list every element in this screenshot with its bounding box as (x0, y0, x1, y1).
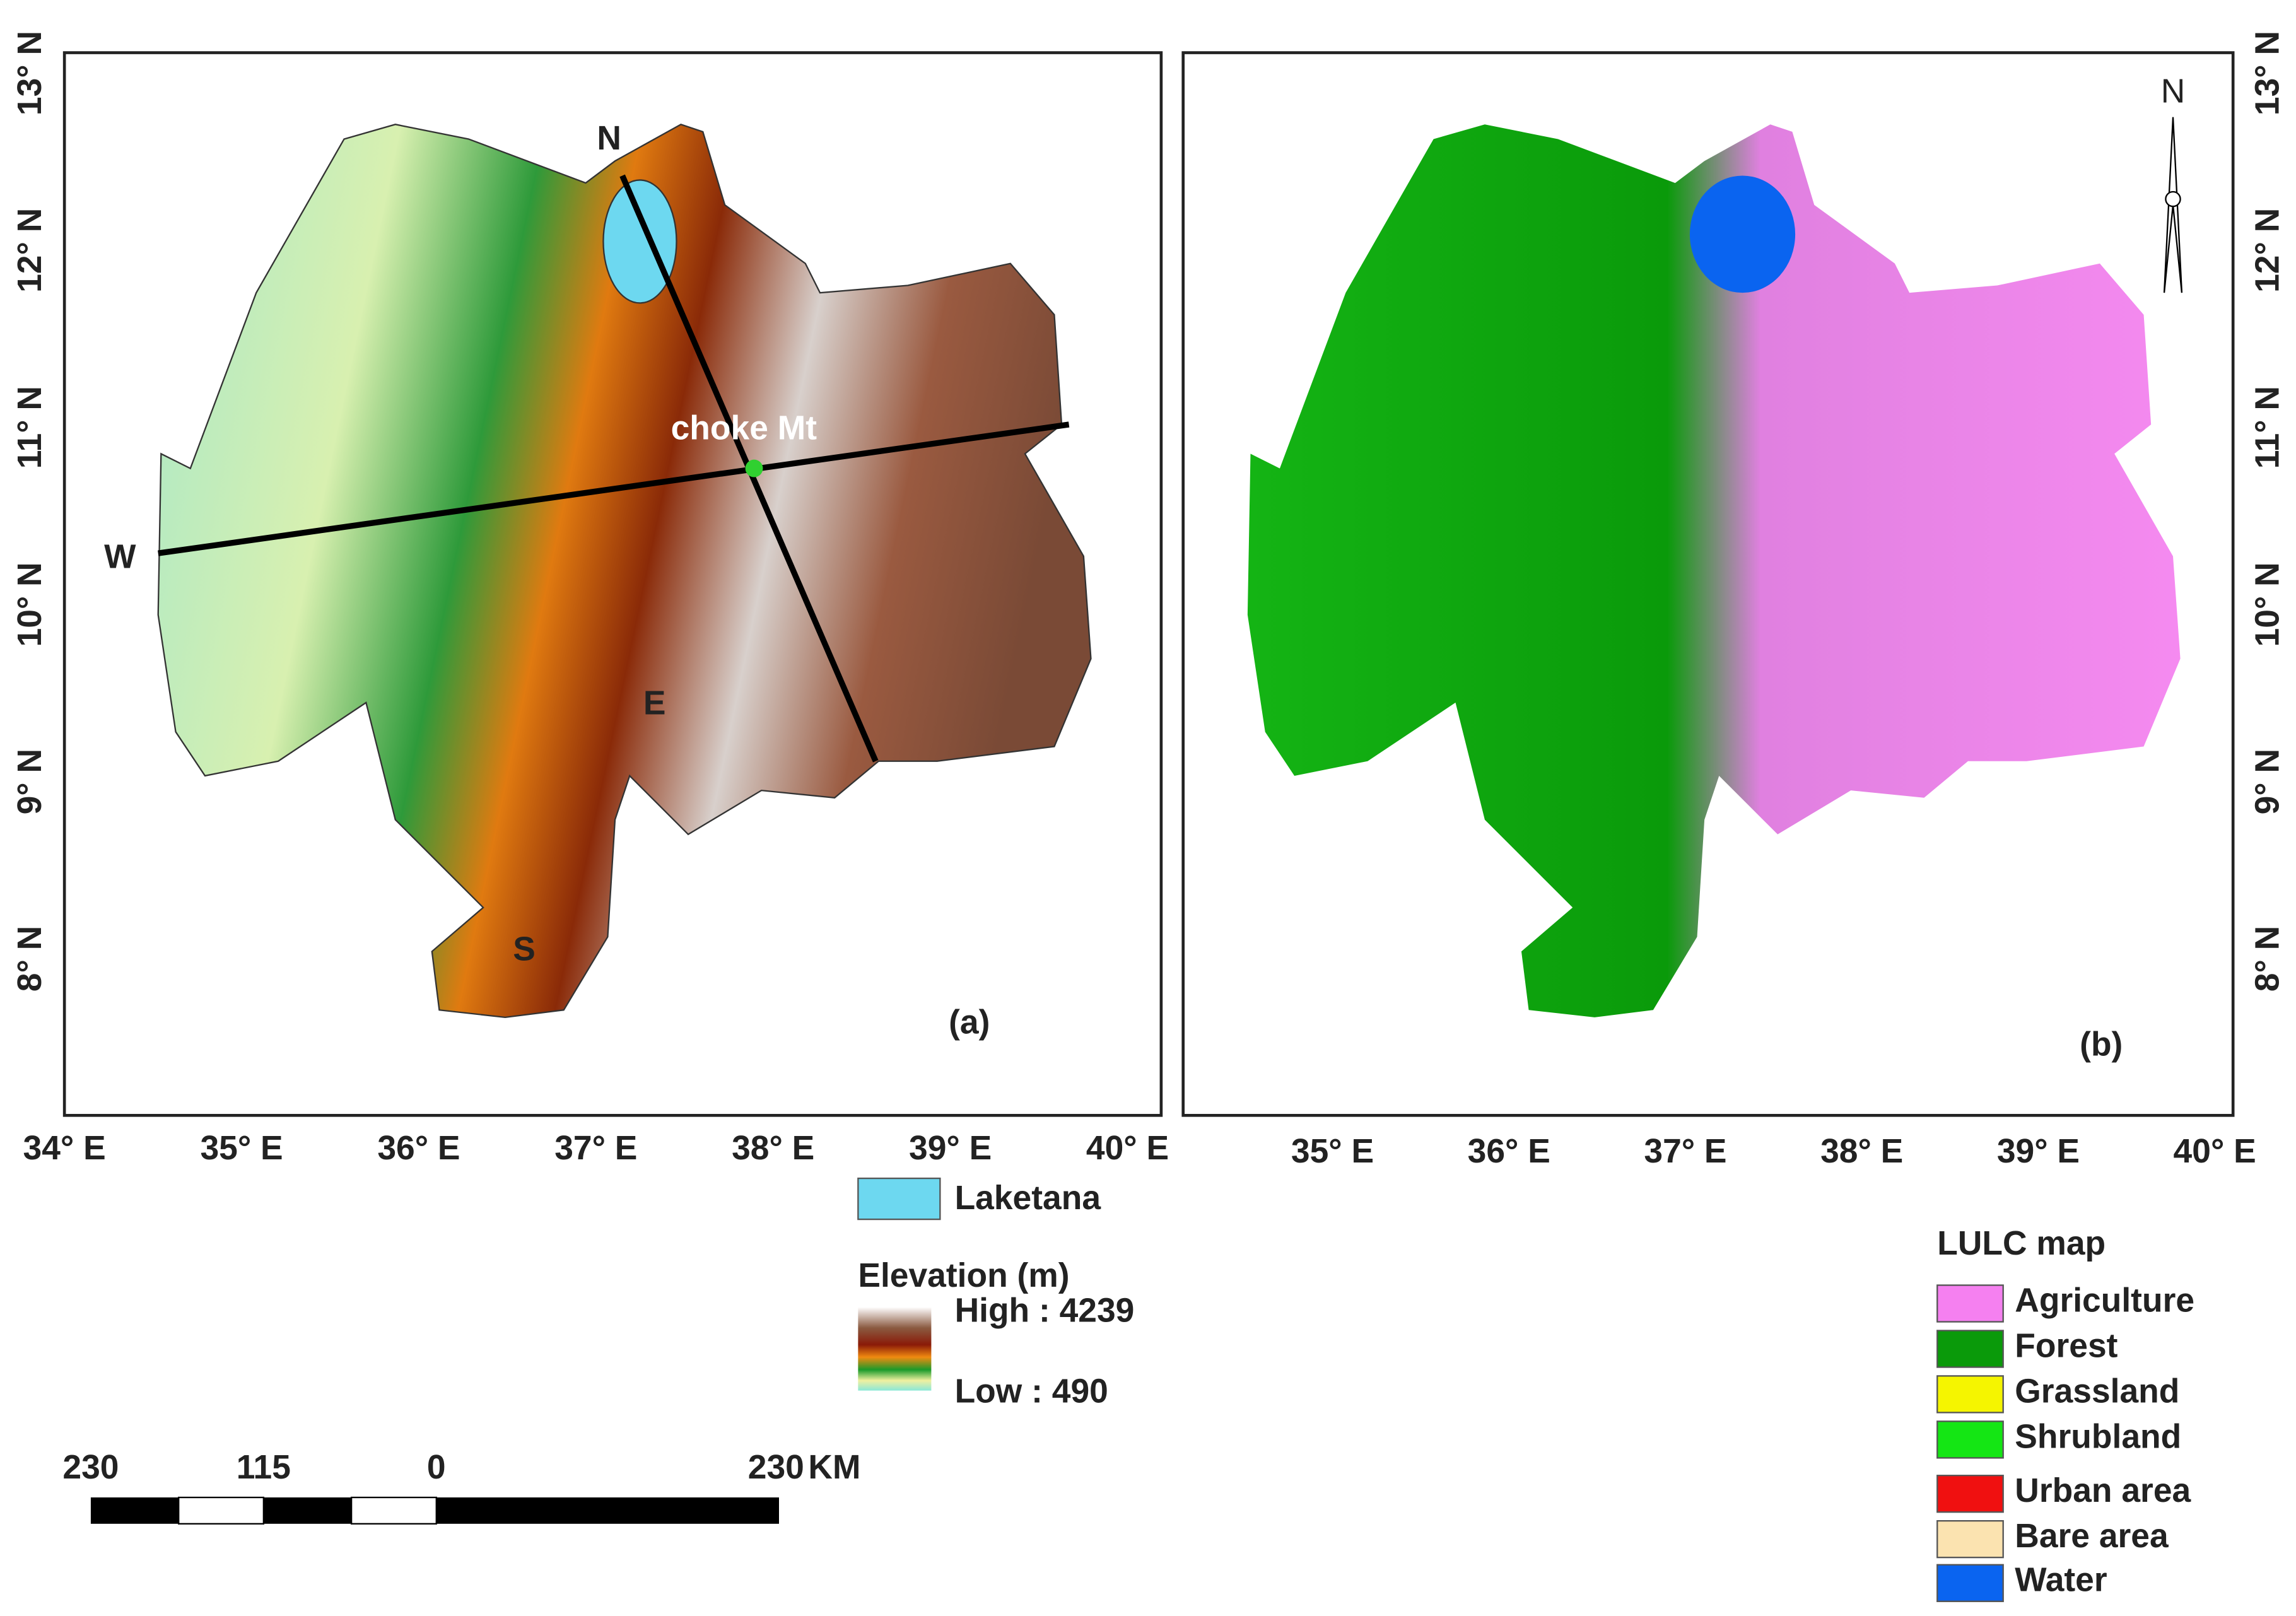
frame-b (1181, 51, 2235, 1117)
legend-label: Urban area (2015, 1472, 2191, 1509)
y-tick-label: 10° N (11, 562, 49, 647)
legend-swatch (1936, 1420, 2004, 1459)
x-tick-label: 36° E (1468, 1133, 1550, 1170)
x-tick-label: 37° E (554, 1130, 637, 1167)
x-tick-label: 39° E (1997, 1133, 2080, 1170)
legend-swatch (1936, 1519, 2004, 1559)
x-tick-label: 39° E (909, 1130, 992, 1167)
scale-label: 230 (748, 1449, 804, 1486)
label-w: W (104, 539, 136, 576)
y-tick-label: 8° N (11, 926, 49, 992)
legend-swatch (1936, 1475, 2004, 1513)
legend-swatch (1936, 1284, 2004, 1323)
water-body (1689, 175, 1796, 293)
north-arrow-hub (2165, 190, 2181, 208)
y-tick-label: 10° N (2249, 562, 2286, 647)
scale-segment (436, 1497, 779, 1524)
mountain-point (745, 459, 763, 477)
scale-label: 0 (427, 1449, 446, 1486)
label-n: N (597, 120, 621, 157)
y-tick-label: 12° N (2249, 208, 2286, 293)
label-mountain: choke Mt (671, 409, 817, 447)
lake-swatch (857, 1177, 941, 1221)
scale-segment (178, 1496, 265, 1525)
scale-segment (90, 1497, 179, 1524)
legend-label: Bare area (2015, 1518, 2169, 1555)
frame-a (62, 51, 1163, 1117)
y-tick-label: 13° N (2249, 31, 2286, 115)
panel-label-b: (b) (2080, 1026, 2123, 1063)
legend-label: Shrubland (2015, 1418, 2181, 1455)
x-tick-label: 40° E (2174, 1133, 2256, 1170)
legend-swatch (1936, 1330, 2004, 1368)
y-tick-label: 11° N (11, 386, 49, 469)
legend-swatch (1936, 1375, 2004, 1414)
legend-swatch (1936, 1564, 2004, 1602)
y-tick-label: 9° N (11, 749, 49, 814)
scale-segment (263, 1497, 352, 1524)
legend-label: Forest (2015, 1327, 2117, 1364)
scale-segment (350, 1496, 437, 1525)
y-tick-label: 12° N (11, 208, 49, 293)
x-tick-label: 35° E (200, 1130, 283, 1167)
lake (602, 179, 677, 304)
lake-legend: Laketana (955, 1180, 1102, 1217)
label-s: S (513, 931, 536, 968)
x-tick-label: 35° E (1291, 1133, 1374, 1170)
x-tick-label: 37° E (1644, 1133, 1726, 1170)
x-tick-label: 34° E (23, 1130, 106, 1167)
elevation-ramp (858, 1307, 932, 1391)
scale-label: 115 (237, 1449, 291, 1486)
x-tick-label: 38° E (1820, 1133, 1903, 1170)
scale-label: 230 (62, 1449, 119, 1486)
transect-we (158, 421, 1070, 556)
y-tick-label: 13° N (11, 31, 49, 115)
elevation-low: Low : 490 (955, 1373, 1108, 1410)
legend-label: Water (2015, 1562, 2107, 1599)
elevation-high: High : 4239 (955, 1292, 1135, 1330)
legend-label: Agriculture (2015, 1282, 2194, 1319)
scale-unit: KM (808, 1449, 860, 1486)
x-tick-label: 38° E (732, 1130, 814, 1167)
y-tick-label: 11° N (2249, 386, 2286, 469)
lulc-title: LULC map (1937, 1225, 2106, 1262)
y-tick-label: 8° N (2249, 926, 2286, 992)
panel-label-a: (a) (949, 1004, 990, 1041)
elevation-title: Elevation (m) (858, 1257, 1069, 1294)
x-tick-label: 36° E (377, 1130, 460, 1167)
legend-label: Grassland (2015, 1373, 2179, 1410)
y-tick-label: 9° N (2249, 749, 2286, 814)
label-e: E (643, 685, 666, 722)
scale-bar (90, 1496, 779, 1525)
north-label: N (2161, 73, 2186, 110)
x-tick-label: 40° E (1086, 1130, 1169, 1167)
